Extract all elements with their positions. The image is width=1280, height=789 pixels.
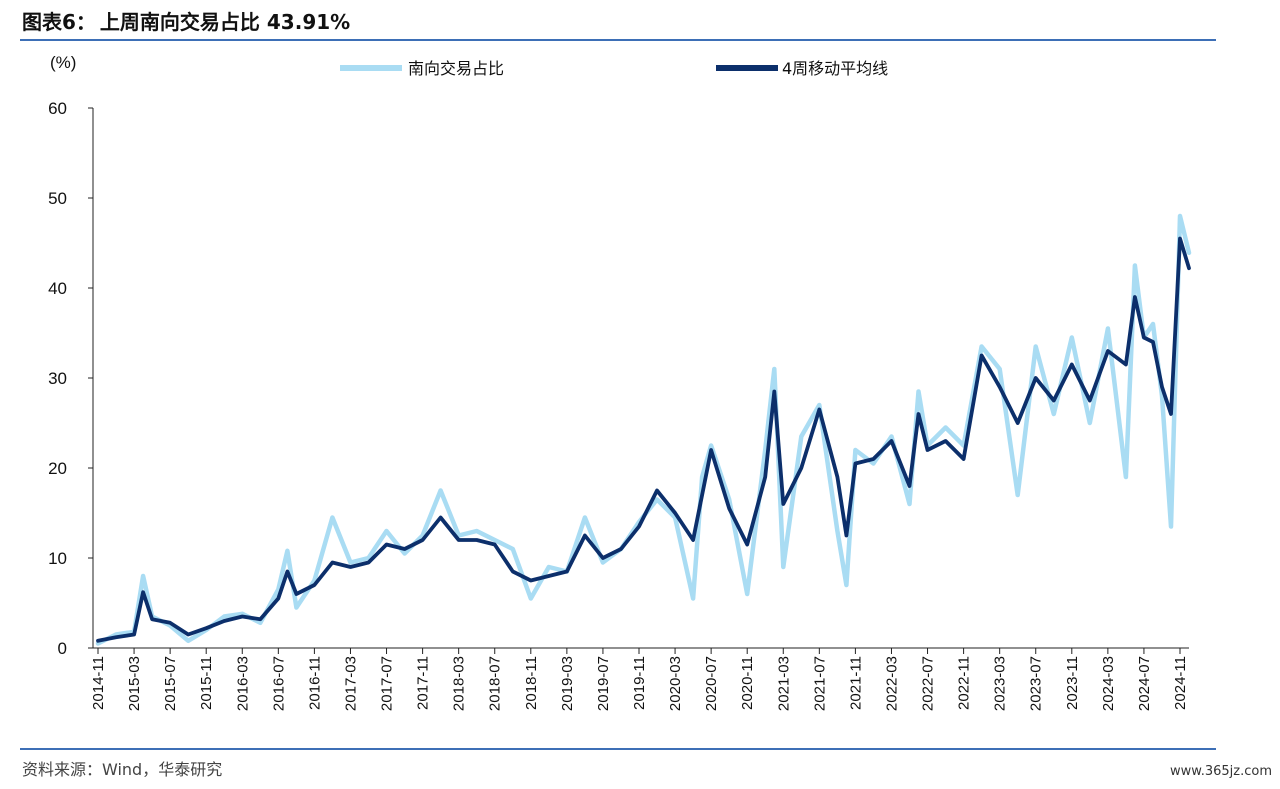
x-tick-label: 2021-03 <box>775 656 792 711</box>
x-axis: 2014-11 2015-03 2015-07 2015-11 2016-03 2016-… <box>90 647 1189 711</box>
chart-title: 图表6： 上周南向交易占比 43.91% <box>22 6 350 38</box>
series-lines <box>95 213 1192 646</box>
chart-title-text: 上周南向交易占比 43.91% <box>99 10 351 34</box>
legend-label-1: 南向交易占比 <box>408 59 504 78</box>
x-tick-label: 2018-03 <box>451 656 468 711</box>
series-line-1 <box>95 213 1192 646</box>
source-note: 资料来源：Wind，华泰研究 <box>22 760 223 779</box>
x-tick-label: 2020-07 <box>703 656 720 711</box>
x-tick-label: 2024-07 <box>1136 656 1153 711</box>
watermark: www.365jz.com <box>1170 764 1272 779</box>
legend: 南向交易占比 4周移动平均线 <box>340 59 888 78</box>
chart-title-prefix: 图表6： <box>22 10 96 34</box>
y-axis: 0 10 20 30 40 50 60 <box>48 99 94 658</box>
y-tick-label: 20 <box>48 459 67 478</box>
series-line-2 <box>96 236 1191 643</box>
x-tick-label: 2015-11 <box>198 656 215 710</box>
x-tick-label: 2015-03 <box>126 656 143 711</box>
x-tick-label: 2019-11 <box>631 656 648 710</box>
x-tick-label: 2019-07 <box>595 656 612 711</box>
x-tick-label: 2017-07 <box>379 656 396 711</box>
x-tick-label: 2022-11 <box>956 656 973 710</box>
x-tick-label: 2020-11 <box>739 656 756 710</box>
x-tick-label: 2024-03 <box>1100 656 1117 711</box>
x-tick-label: 2018-11 <box>523 656 540 710</box>
y-tick-label: 30 <box>48 369 67 388</box>
x-tick-label: 2022-07 <box>920 656 937 711</box>
x-tick-label: 2023-07 <box>1028 656 1045 711</box>
top-rule <box>20 39 1216 41</box>
x-tick-label: 2023-03 <box>992 656 1009 711</box>
y-tick-label: 0 <box>58 639 67 658</box>
x-tick-label: 2021-07 <box>811 656 828 711</box>
x-tick-label: 2016-11 <box>306 656 323 710</box>
y-tick-label: 50 <box>48 189 67 208</box>
legend-label-2: 4周移动平均线 <box>782 59 888 78</box>
x-tick-label: 2017-11 <box>415 656 432 710</box>
x-tick-label: 2018-07 <box>487 656 504 711</box>
x-tick-label: 2023-11 <box>1064 656 1081 710</box>
x-tick-label: 2024-11 <box>1172 656 1189 710</box>
x-tick-label: 2017-03 <box>342 656 359 711</box>
x-tick-label: 2016-03 <box>234 656 251 711</box>
x-tick-label: 2014-11 <box>90 656 107 710</box>
x-tick-label: 2016-07 <box>270 656 287 711</box>
y-tick-label: 10 <box>48 549 67 568</box>
y-tick-label: 60 <box>48 99 67 118</box>
y-unit-label: (%) <box>50 53 76 72</box>
x-tick-label: 2020-03 <box>667 656 684 711</box>
x-tick-label: 2019-03 <box>559 656 576 711</box>
x-tick-label: 2022-03 <box>883 656 900 711</box>
x-tick-label: 2015-07 <box>162 656 179 711</box>
y-tick-label: 40 <box>48 279 67 298</box>
x-tick-label: 2021-11 <box>847 656 864 710</box>
bottom-rule <box>20 748 1216 750</box>
